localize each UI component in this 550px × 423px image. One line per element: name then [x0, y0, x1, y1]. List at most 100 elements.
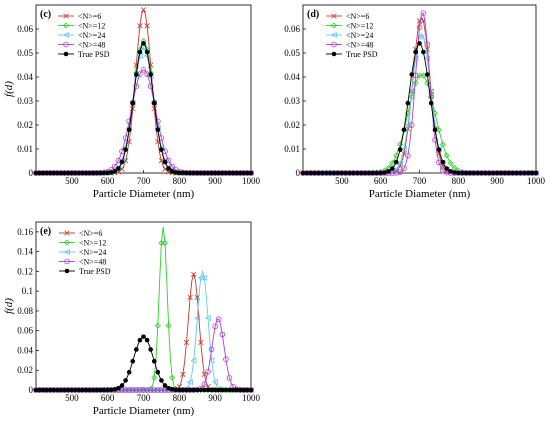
y-tick-label: 0.05: [284, 48, 300, 58]
series-point: [400, 145, 407, 153]
chart-panel-3: 500 600 700 800 900 1000 0 0.02 0.04 0.06 0.08 0.1 0…: [3, 221, 261, 417]
x-tick-label: 600: [101, 393, 115, 403]
y-tick-label: 0.1: [22, 286, 33, 296]
series-point: [518, 170, 523, 176]
series-point: [162, 383, 168, 388]
series-point: [155, 127, 161, 133]
series-point: [126, 127, 132, 133]
series-point: [447, 160, 454, 167]
x-tick-label: 900: [208, 393, 222, 403]
chart-panel-1: 500 600 700 800 900 1000 0 0.01 0.02 0.03 0.04 0.05…: [3, 4, 261, 200]
series-point: [412, 55, 419, 62]
series-point: [122, 387, 129, 393]
series-point: [452, 170, 457, 175]
series-point: [316, 170, 321, 176]
series-point: [154, 322, 161, 329]
series-point: [401, 165, 407, 172]
series-point: [226, 375, 233, 381]
series-point: [148, 72, 153, 77]
y-tick-label: 0.05: [17, 48, 33, 58]
series-point: [137, 23, 143, 29]
x-tick-label: 500: [335, 176, 349, 186]
legend-label: <N>=24: [78, 31, 105, 40]
panel-label: (c): [40, 9, 51, 20]
series-point: [347, 170, 352, 176]
legend-marker: [331, 51, 337, 57]
series-point: [112, 163, 118, 170]
series-point: [416, 24, 423, 31]
legend-label: <N>=6: [79, 229, 102, 238]
series-point: [490, 170, 496, 176]
series-point: [386, 169, 391, 174]
series-point: [130, 100, 136, 106]
series-point: [304, 170, 310, 176]
series-point: [162, 159, 168, 165]
series-point: [212, 323, 218, 330]
series-point: [351, 170, 356, 176]
series-point: [215, 316, 222, 323]
series-point: [416, 33, 423, 40]
series-point: [378, 170, 383, 176]
y-tick-label: 0.14: [17, 247, 33, 257]
legend-marker: [64, 258, 70, 265]
series-point: [320, 170, 325, 176]
series-point: [151, 374, 158, 381]
series-point: [123, 378, 128, 383]
series-point: [432, 137, 438, 143]
series-point: [137, 387, 143, 393]
series-point: [459, 170, 465, 176]
x-tick-label: 800: [452, 176, 466, 186]
series-point: [151, 358, 157, 364]
series-point: [436, 147, 442, 152]
series-point: [151, 387, 158, 393]
series-point: [479, 170, 484, 176]
series-point: [151, 100, 157, 106]
series-point: [475, 170, 481, 176]
y-tick-label: 0.12: [17, 266, 33, 276]
series-point: [366, 170, 372, 176]
series-point: [169, 163, 175, 170]
series-point: [506, 170, 512, 176]
series-point: [408, 122, 415, 128]
legend-label: <N>=12: [78, 22, 105, 31]
series-point: [126, 118, 132, 125]
series-point: [144, 337, 150, 343]
plot-frame: [302, 4, 537, 174]
series-point: [498, 170, 504, 176]
series-point: [428, 100, 434, 106]
series-point: [144, 23, 150, 29]
series-point: [404, 121, 411, 128]
series-point: [428, 94, 434, 100]
series-point: [223, 356, 229, 363]
series-point: [248, 170, 254, 176]
series-point: [119, 383, 125, 388]
series-point: [331, 170, 337, 176]
series-point: [502, 170, 508, 176]
series-point: [169, 374, 176, 381]
series-point: [487, 170, 492, 176]
chart-panel-2: 500 600 700 800 900 1000 0 0.01 0.02 0.03 0.04 0.05…: [284, 4, 546, 200]
legend-marker: [331, 41, 337, 48]
series-point: [533, 170, 539, 176]
series-point: [412, 80, 419, 87]
y-tick-label: 0.01: [284, 144, 300, 154]
series-point: [510, 170, 516, 176]
series-point: [396, 159, 403, 166]
series-point: [198, 339, 204, 346]
y-tick-label: 0.04: [17, 72, 33, 82]
series-point: [204, 315, 211, 322]
series-point: [397, 169, 403, 175]
series-point: [432, 127, 438, 133]
series-point: [165, 322, 172, 329]
series-point: [205, 368, 211, 375]
series-point: [147, 387, 154, 393]
series-point: [144, 49, 150, 55]
x-tick-label: 700: [137, 393, 151, 403]
series-point: [393, 170, 400, 176]
series-point: [155, 118, 161, 125]
series-point: [522, 170, 527, 176]
series-point: [219, 331, 226, 338]
series-point: [397, 147, 403, 152]
